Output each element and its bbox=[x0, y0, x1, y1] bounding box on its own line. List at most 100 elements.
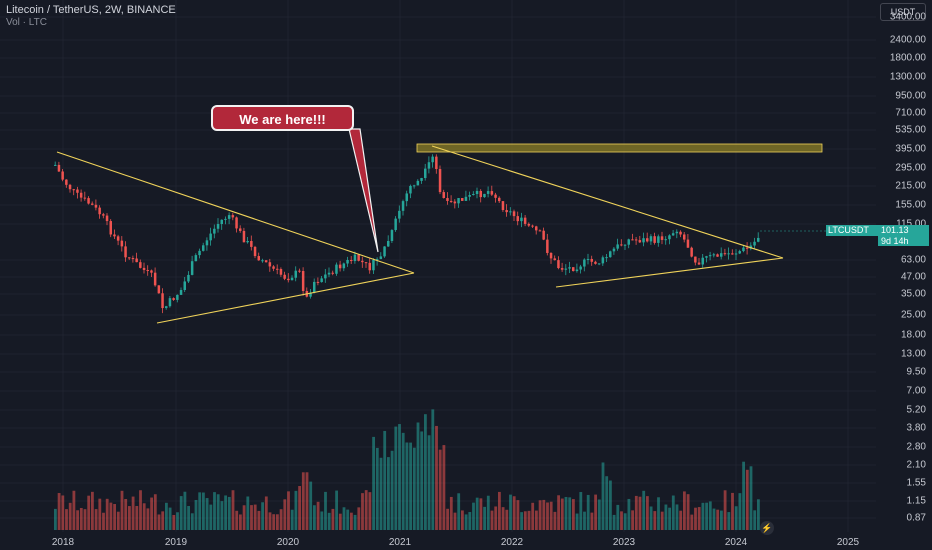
candle-body bbox=[453, 201, 457, 204]
volume-bar bbox=[246, 496, 250, 530]
volume-bar bbox=[420, 431, 424, 530]
candle-body bbox=[390, 230, 394, 241]
candle-body bbox=[61, 171, 64, 180]
candle-body bbox=[512, 211, 516, 217]
volume-bar bbox=[723, 490, 727, 530]
candle-body bbox=[738, 251, 741, 254]
chart-title: Litecoin / TetherUS, 2W, BINANCE bbox=[6, 4, 176, 16]
volume-bar bbox=[87, 495, 91, 530]
candle-body bbox=[657, 236, 660, 243]
volume-bar bbox=[165, 502, 168, 530]
candle-body bbox=[224, 218, 227, 220]
volume-bar bbox=[509, 494, 512, 530]
volume-bars bbox=[54, 409, 760, 530]
candle-body bbox=[620, 244, 623, 246]
volume-bar bbox=[679, 510, 683, 530]
candle-body bbox=[105, 215, 109, 222]
candle-body bbox=[505, 210, 508, 213]
price-tick: 2.80 bbox=[906, 441, 926, 453]
candle-body bbox=[335, 264, 338, 274]
candle-body bbox=[157, 285, 161, 294]
candle-body bbox=[705, 256, 708, 258]
volume-bar bbox=[442, 445, 446, 530]
volume-bar bbox=[98, 498, 102, 530]
candle-body bbox=[316, 281, 320, 283]
volume-bar bbox=[601, 462, 605, 530]
volume-bar bbox=[264, 496, 268, 530]
time-tick: 2024 bbox=[724, 537, 748, 548]
volume-bar bbox=[671, 495, 675, 530]
currency-button[interactable]: USDT bbox=[880, 3, 926, 21]
candle-body bbox=[712, 254, 716, 256]
candle-body bbox=[357, 254, 360, 261]
volume-bar bbox=[168, 507, 172, 530]
candle-body bbox=[65, 179, 68, 185]
candle-body bbox=[690, 247, 693, 257]
candle-body bbox=[379, 256, 383, 260]
candle-body bbox=[634, 239, 638, 241]
candle-body bbox=[590, 258, 593, 262]
volume-bar bbox=[279, 509, 283, 530]
candle-body bbox=[535, 226, 538, 231]
volume-bar bbox=[231, 490, 235, 530]
candle-body bbox=[194, 255, 198, 262]
candle-body bbox=[727, 253, 730, 255]
candle-body bbox=[701, 257, 704, 265]
volume-bar bbox=[401, 432, 405, 530]
volume-bar bbox=[468, 512, 472, 530]
candle-body bbox=[387, 240, 390, 247]
candle-body bbox=[309, 292, 312, 297]
candle-body bbox=[375, 259, 379, 261]
volume-bar bbox=[498, 491, 501, 530]
volume-bar bbox=[79, 507, 83, 530]
price-tick: 295.00 bbox=[895, 162, 926, 174]
volume-bar bbox=[387, 457, 390, 530]
price-axis[interactable]: 3400.00 2400.00 1800.00 1300.00 950.00 710.00… bbox=[876, 0, 932, 532]
candle-body bbox=[331, 272, 334, 274]
candle-body bbox=[242, 230, 246, 243]
volume-bar bbox=[364, 490, 368, 530]
volume-bar bbox=[431, 409, 435, 530]
volume-bar bbox=[686, 494, 690, 530]
time-tick: 2018 bbox=[51, 537, 75, 548]
volume-bar bbox=[657, 497, 660, 530]
candle-body bbox=[231, 215, 235, 218]
trendline-upper-2 bbox=[431, 145, 784, 259]
candle-body bbox=[720, 253, 723, 257]
candle-body bbox=[516, 216, 519, 222]
lightning-icon[interactable]: ⚡ bbox=[760, 521, 774, 535]
candle-body bbox=[261, 260, 264, 262]
price-tick: 535.00 bbox=[895, 124, 926, 136]
price-tick: 115.00 bbox=[896, 218, 926, 230]
resistance-zone bbox=[416, 143, 823, 153]
volume-bar bbox=[708, 501, 712, 530]
candle-body bbox=[586, 258, 590, 260]
candle-body bbox=[131, 258, 135, 260]
candle-body bbox=[198, 250, 201, 256]
candle-body bbox=[383, 246, 386, 257]
candle-body bbox=[76, 189, 79, 193]
candle-body bbox=[412, 185, 416, 187]
time-tick: 2020 bbox=[276, 537, 300, 548]
volume-bar bbox=[612, 514, 616, 530]
candle-body bbox=[546, 239, 549, 253]
trendline-lower-1 bbox=[156, 272, 415, 324]
volume-bar bbox=[438, 449, 442, 530]
candle-body bbox=[102, 214, 105, 216]
volume-bar bbox=[301, 472, 305, 530]
candle-body bbox=[298, 270, 301, 272]
volume-bar bbox=[494, 506, 498, 530]
candle-body bbox=[283, 274, 286, 279]
candle-body bbox=[346, 260, 349, 264]
volume-bar bbox=[316, 501, 320, 530]
price-tick: 950.00 bbox=[895, 90, 926, 102]
volume-bar bbox=[435, 425, 438, 530]
candle-body bbox=[239, 228, 242, 231]
candle-body bbox=[368, 262, 371, 271]
volume-legend: Vol · LTC bbox=[6, 17, 47, 28]
volume-bar bbox=[57, 493, 61, 530]
price-tick: 395.00 bbox=[895, 143, 926, 155]
volume-bar bbox=[449, 496, 453, 530]
candle-body bbox=[98, 207, 101, 215]
